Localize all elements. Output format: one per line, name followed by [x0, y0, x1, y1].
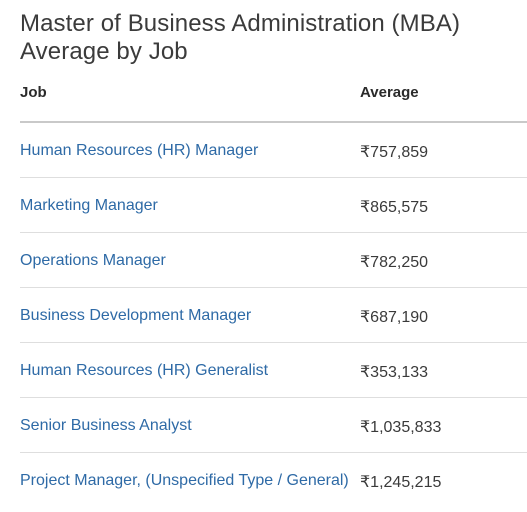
table-row: Project Manager, (Unspecified Type / Gen… [20, 453, 527, 507]
job-link[interactable]: Senior Business Analyst [20, 417, 192, 434]
table-row: Human Resources (HR) Generalist ₹353,133 [20, 343, 527, 398]
page-title-line-2: Average by Job [20, 38, 188, 65]
job-link[interactable]: Business Development Manager [20, 307, 252, 324]
average-value: ₹1,035,833 [360, 419, 442, 436]
job-link[interactable]: Human Resources (HR) Generalist [20, 362, 269, 379]
table-header: Job Average [20, 72, 527, 123]
table-row: Operations Manager ₹782,250 [20, 233, 527, 288]
average-value: ₹353,133 [360, 364, 429, 381]
job-link[interactable]: Marketing Manager [20, 197, 158, 214]
column-header-average: Average [360, 84, 419, 101]
table-row: Marketing Manager ₹865,575 [20, 178, 527, 233]
average-value: ₹782,250 [360, 254, 429, 271]
salary-table: Job Average Human Resources (HR) Manager… [20, 72, 527, 507]
job-link[interactable]: Operations Manager [20, 252, 166, 269]
page-title: Master of Business Administration (MBA) … [20, 10, 520, 66]
job-link[interactable]: Project Manager, (Unspecified Type / Gen… [20, 472, 349, 489]
column-header-job: Job [20, 84, 47, 101]
average-value: ₹1,245,215 [360, 474, 442, 491]
job-link[interactable]: Human Resources (HR) Manager [20, 142, 259, 159]
average-value: ₹687,190 [360, 309, 429, 326]
page-title-line-1: Master of Business Administration (MBA) [20, 10, 461, 37]
average-value: ₹757,859 [360, 144, 429, 161]
table-row: Business Development Manager ₹687,190 [20, 288, 527, 343]
average-value: ₹865,575 [360, 199, 429, 216]
table-row: Human Resources (HR) Manager ₹757,859 [20, 123, 527, 178]
table-row: Senior Business Analyst ₹1,035,833 [20, 398, 527, 453]
